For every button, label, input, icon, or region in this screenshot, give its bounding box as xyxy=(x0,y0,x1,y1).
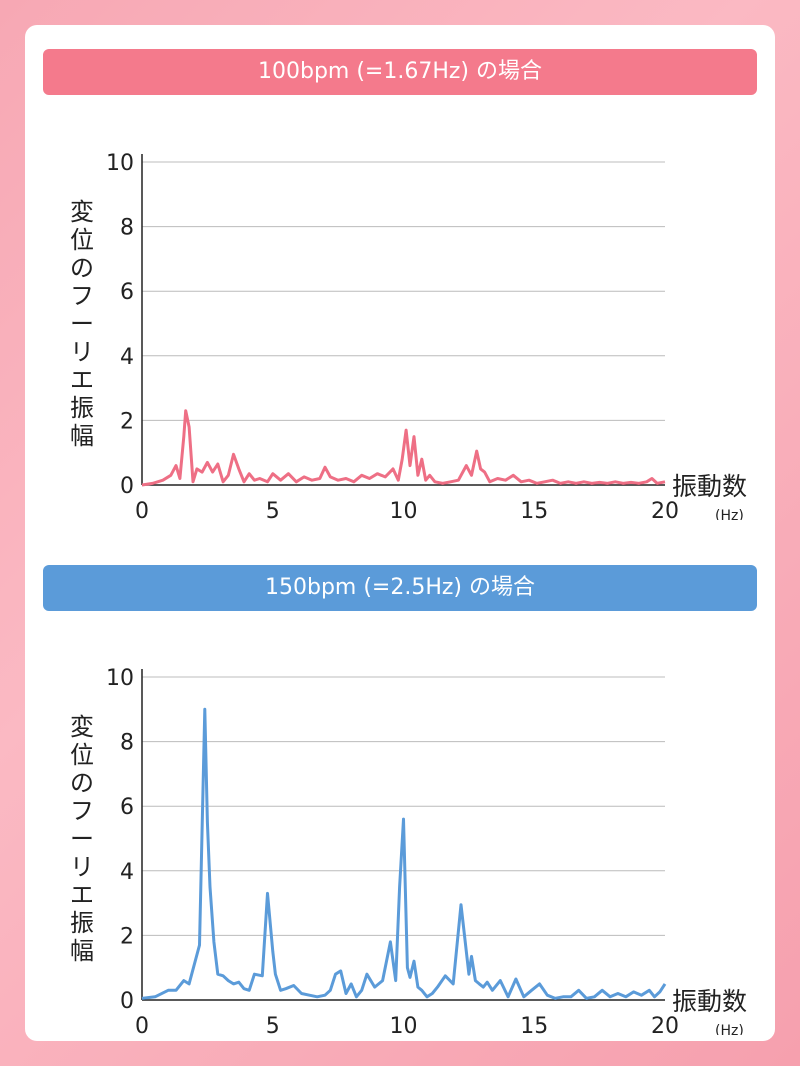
y-axis-label-char: リ xyxy=(70,853,94,881)
y-axis-label-char: 幅 xyxy=(70,937,94,965)
y-axis-label-char: 振 xyxy=(70,909,94,937)
x-tick-label: 20 xyxy=(651,1014,679,1035)
y-axis-label-char: 位 xyxy=(70,226,94,254)
y-axis-label-char: リ xyxy=(70,338,94,366)
series-line xyxy=(141,707,667,1000)
x-tick-label: 15 xyxy=(520,499,548,520)
chart-title-150bpm: 150bpm (=2.5Hz) の場合 xyxy=(43,565,757,611)
x-tick-label: 0 xyxy=(135,1014,149,1035)
y-axis-label-char: フ xyxy=(70,797,94,825)
y-tick-label: 2 xyxy=(120,409,134,434)
y-axis-label-char: の xyxy=(70,769,94,797)
y-tick-label: 0 xyxy=(120,474,134,499)
y-tick-label: 8 xyxy=(120,731,134,756)
y-tick-label: 6 xyxy=(120,795,134,820)
x-tick-label: 0 xyxy=(135,499,149,520)
y-axis-label-char: エ xyxy=(70,881,94,909)
x-tick-label: 15 xyxy=(520,1014,548,1035)
x-axis-unit: (Hz) xyxy=(715,508,744,520)
y-tick-label: 10 xyxy=(106,151,134,176)
chart-title-100bpm: 100bpm (=1.67Hz) の場合 xyxy=(43,49,757,95)
x-tick-label: 20 xyxy=(651,499,679,520)
y-axis-label-char: 変 xyxy=(70,713,94,741)
y-tick-label: 0 xyxy=(120,989,134,1014)
x-axis-label: 振動数 xyxy=(672,987,747,1016)
x-tick-label: 10 xyxy=(390,499,418,520)
y-axis-label-char: の xyxy=(70,254,94,282)
x-axis-label: 振動数 xyxy=(672,472,747,501)
y-axis-label-char: ー xyxy=(70,310,94,338)
y-axis-label-char: フ xyxy=(70,282,94,310)
x-tick-label: 5 xyxy=(266,1014,280,1035)
y-axis-label-char: 位 xyxy=(70,741,94,769)
y-tick-label: 10 xyxy=(106,666,134,691)
series-line xyxy=(141,409,666,487)
y-axis-label-char: エ xyxy=(70,366,94,394)
y-axis-label-char: 幅 xyxy=(70,422,94,450)
content-card: 100bpm (=1.67Hz) の場合 0 2 4 6 8 10 0 5 10 15 20 振動数(… xyxy=(25,25,775,1041)
y-tick-label: 2 xyxy=(120,924,134,949)
x-axis-unit: (Hz) xyxy=(715,1023,744,1035)
y-tick-label: 4 xyxy=(120,345,134,370)
y-axis-label-char: 変 xyxy=(70,198,94,226)
y-tick-label: 6 xyxy=(120,280,134,305)
y-tick-label: 4 xyxy=(120,860,134,885)
x-tick-label: 5 xyxy=(266,499,280,520)
x-tick-label: 10 xyxy=(390,1014,418,1035)
y-axis-label-char: ー xyxy=(70,825,94,853)
y-axis-label-char: 振 xyxy=(70,394,94,422)
y-tick-label: 8 xyxy=(120,216,134,241)
